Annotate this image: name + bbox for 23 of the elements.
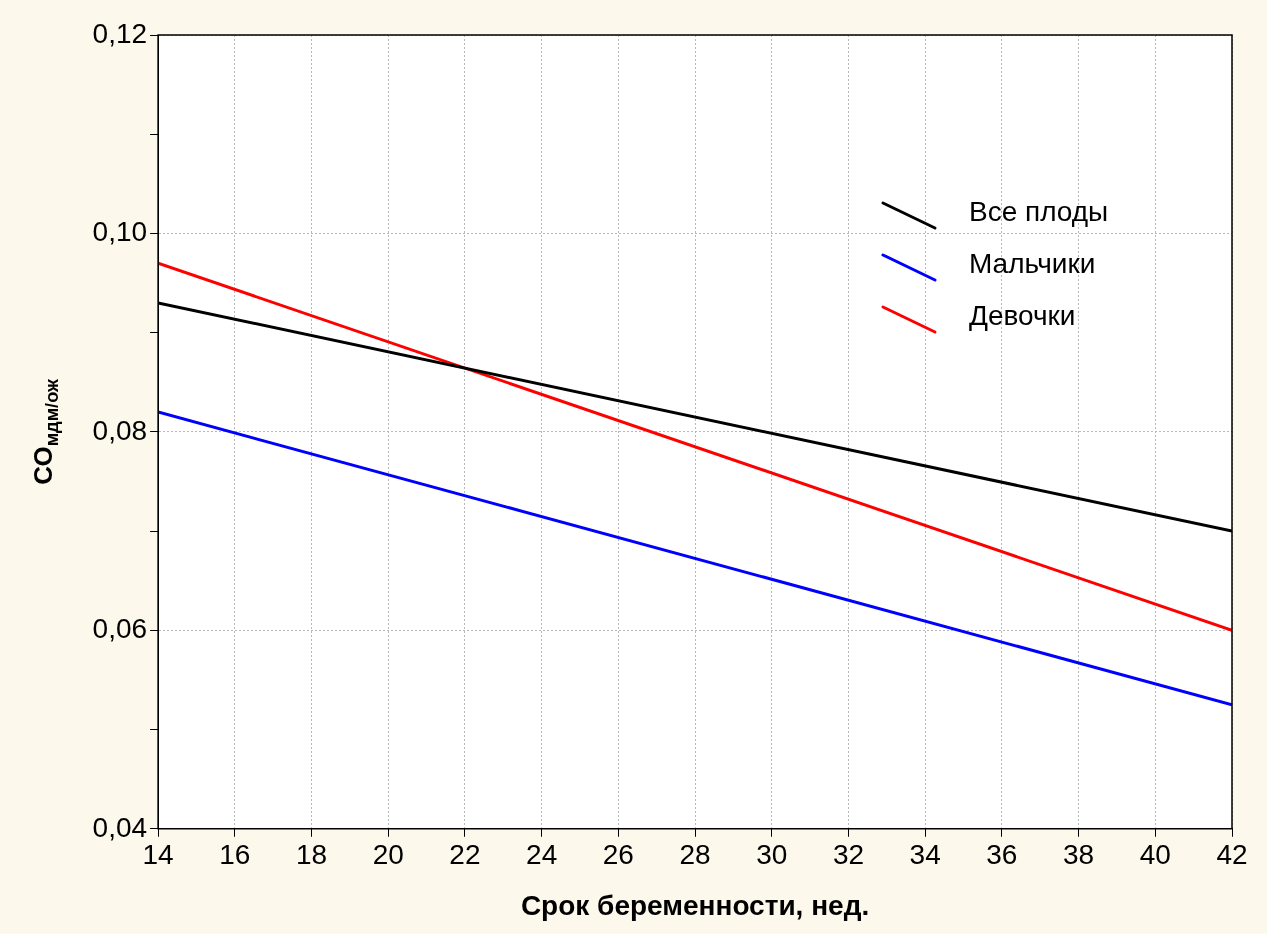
x-tick-label: 20 (372, 839, 404, 871)
x-tick-label: 38 (1063, 839, 1095, 871)
x-tick-label: 42 (1216, 839, 1248, 871)
x-tick-label: 32 (832, 839, 865, 871)
x-axis-title: Срок беременности, нед. (520, 889, 870, 921)
x-tick-label: 24 (526, 839, 558, 871)
y-tick-label: 0,06 (92, 613, 148, 645)
y-axis-title: СОмдм/ож (28, 377, 62, 485)
x-tick-label: 18 (295, 839, 328, 871)
x-tick-label: 34 (909, 839, 941, 871)
legend-label: Девочки (968, 299, 1076, 331)
x-tick-label: 40 (1139, 839, 1171, 871)
y-tick-label: 0,10 (92, 216, 148, 248)
x-tick-label: 36 (986, 839, 1018, 871)
x-tick-label: 26 (602, 839, 634, 871)
y-tick-label: 0,12 (92, 17, 148, 49)
x-tick-label: 30 (756, 839, 788, 871)
x-tick-label: 16 (219, 839, 251, 871)
x-tick-label: 22 (449, 839, 481, 871)
legend-label: Все плоды (968, 195, 1109, 227)
x-tick-label: 28 (679, 839, 711, 871)
legend-label: Мальчики (968, 247, 1096, 279)
y-tick-label: 0,08 (92, 414, 148, 446)
